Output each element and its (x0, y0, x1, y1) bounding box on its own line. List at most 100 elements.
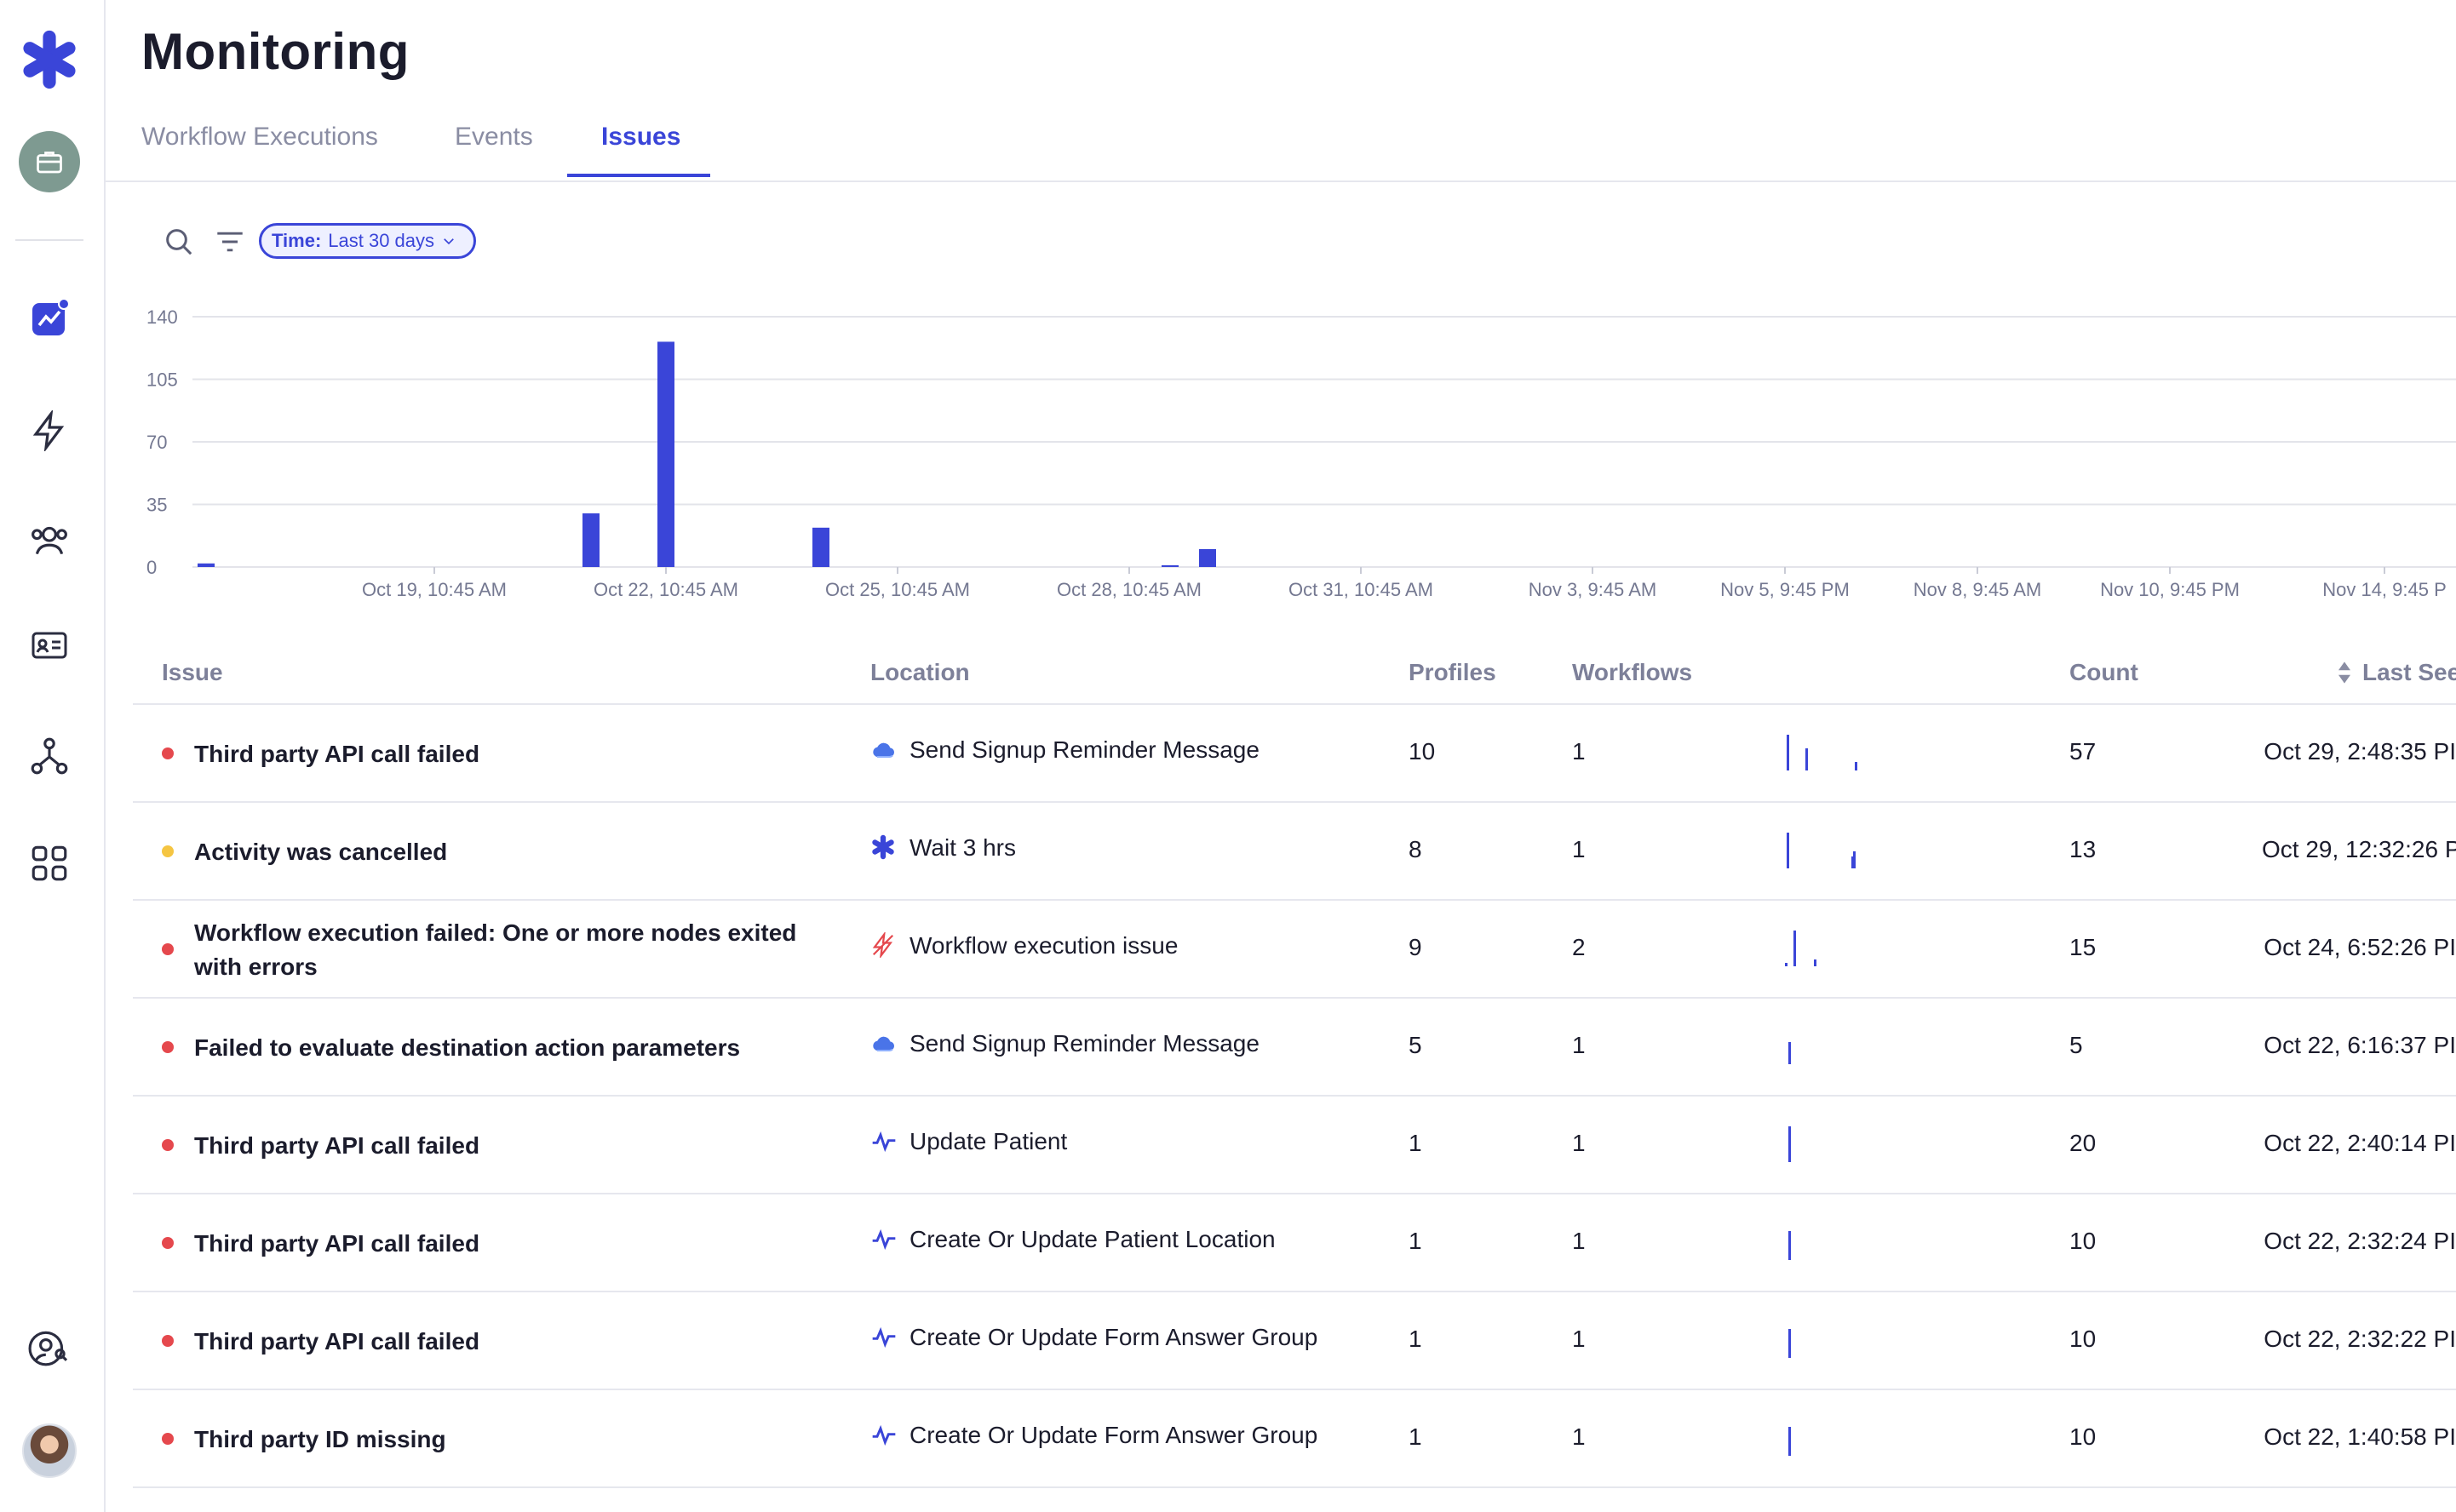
pulse-icon (870, 1422, 898, 1449)
last-seen-time: Oct 22, 1:40:58 PI (2264, 1423, 2456, 1450)
location-label: Wait 3 hrs (910, 834, 1016, 861)
issue-location[interactable]: Update Patient (870, 1128, 1067, 1155)
table-row[interactable]: Workflow execution failed: One or more n… (133, 901, 2456, 999)
workflows-count: 1 (1572, 1423, 1586, 1450)
sparkline-bar (1785, 963, 1787, 966)
chart-bar[interactable] (657, 341, 674, 567)
sparkline (1788, 1231, 1791, 1260)
chart-bar[interactable] (1199, 549, 1216, 567)
issue-count: 57 (2069, 738, 2097, 765)
issue-name[interactable]: Third party API call failed (194, 1230, 480, 1257)
lightning-icon[interactable] (19, 400, 80, 461)
issue-name[interactable]: Failed to evaluate destination action pa… (194, 1034, 741, 1061)
issue-name[interactable]: Activity was cancelled (194, 839, 448, 865)
issue-name[interactable]: Third party API call failed (194, 1132, 480, 1159)
issue-location[interactable]: Create Or Update Patient Location (870, 1226, 1276, 1253)
issue-location[interactable]: Send Signup Reminder Message (870, 736, 1260, 764)
last-seen-time: Oct 22, 6:16:37 PI (2264, 1032, 2456, 1058)
location-label: Workflow execution issue (910, 932, 1179, 959)
time-filter-chip[interactable]: Time: Last 30 days (259, 223, 477, 259)
profiles-count: 1 (1409, 1130, 1422, 1156)
issue-location[interactable]: Workflow execution issue (870, 931, 1179, 959)
filter-icon[interactable] (213, 226, 247, 257)
broken-lightning-icon (870, 931, 898, 959)
asterisk-icon (870, 834, 898, 862)
workflows-count: 1 (1572, 1326, 1586, 1352)
active-tab-indicator (567, 174, 710, 177)
issue-location[interactable]: Send Signup Reminder Message (870, 1030, 1260, 1057)
table-row[interactable]: Failed to evaluate destination action pa… (133, 999, 2456, 1097)
chevron-down-icon (444, 238, 454, 245)
sparkline-bar (1788, 1329, 1791, 1358)
table-header: Issue Location Profiles Workflows Count … (133, 647, 2456, 705)
issues-bar-chart: 0 35 70 105 140 Oct 19, 10:45 AM Oct 22, 10:45… (128, 298, 2456, 604)
severity-dot (162, 1433, 174, 1445)
column-header-issue[interactable]: Issue (162, 659, 223, 685)
last-seen-label: Last See (2362, 659, 2456, 685)
tab-events[interactable]: Events (455, 123, 533, 151)
chart-bar[interactable] (812, 527, 829, 567)
chart-svg: 0 35 70 105 140 Oct 19, 10:45 AM Oct 22, 10:45… (146, 306, 2456, 600)
tab-issues[interactable]: Issues (601, 123, 681, 151)
issue-name[interactable]: Third party API call failed (194, 741, 480, 767)
user-search-icon[interactable] (19, 1318, 80, 1379)
contact-card-icon[interactable] (19, 615, 80, 676)
users-group-icon[interactable] (19, 509, 80, 570)
table-row[interactable]: Third party API call failed Create Or Upd… (133, 1292, 2456, 1390)
last-seen-time: Oct 29, 2:48:35 PI (2264, 738, 2456, 765)
issue-name[interactable]: Third party API call failed (194, 1328, 480, 1354)
user-avatar[interactable] (19, 1420, 80, 1481)
severity-dot (162, 1237, 174, 1249)
issue-location[interactable]: Create Or Update Form Answer Group (870, 1422, 1317, 1449)
table-row[interactable]: Third party API call failed Update Patien… (133, 1097, 2456, 1194)
apps-grid-icon[interactable] (19, 833, 80, 894)
time-filter-value: Last 30 days (328, 230, 435, 251)
sparkline-bar (1855, 762, 1857, 770)
last-seen-time: Oct 24, 6:52:26 PI (2264, 934, 2456, 960)
issue-count: 15 (2069, 934, 2097, 960)
nodes-graph-icon[interactable] (19, 725, 80, 787)
table-row[interactable]: Third party API call failed Send Signup R… (133, 705, 2456, 803)
x-tick-label: Nov 3, 9:45 AM (1529, 579, 1656, 600)
workflows-count: 1 (1572, 738, 1586, 765)
sidebar (0, 0, 106, 1512)
column-header-count[interactable]: Count (2069, 659, 2138, 685)
last-seen-time: Oct 22, 2:32:22 PI (2264, 1326, 2456, 1352)
table-row[interactable]: Activity was cancelled Wait 3 hrs 8 1 13 Oct … (133, 803, 2456, 901)
column-header-profiles[interactable]: Profiles (1409, 659, 1496, 685)
cloud-icon (870, 736, 898, 764)
chart-bar[interactable] (582, 513, 600, 567)
profiles-count: 5 (1409, 1032, 1422, 1058)
search-icon[interactable] (162, 225, 196, 259)
issue-count: 13 (2069, 836, 2097, 862)
profiles-count: 1 (1409, 1228, 1422, 1254)
sparkline-bar (1788, 1427, 1791, 1456)
issue-count: 5 (2069, 1032, 2083, 1058)
x-tick-label: Oct 19, 10:45 AM (362, 579, 507, 600)
last-seen-time: Oct 22, 2:32:24 PI (2264, 1228, 2456, 1254)
sparkline-bar (1851, 856, 1854, 868)
workflows-count: 1 (1572, 1032, 1586, 1058)
table-row[interactable]: Third party ID missing Create Or Update F… (133, 1390, 2456, 1488)
briefcase-icon[interactable] (19, 131, 80, 192)
severity-dot (162, 943, 174, 955)
column-header-last-seen[interactable]: Last See (2337, 659, 2456, 686)
pulse-icon (870, 1226, 898, 1253)
sort-icon[interactable] (2337, 661, 2352, 684)
column-header-location[interactable]: Location (870, 659, 970, 685)
asterisk-logo-icon[interactable] (19, 29, 80, 90)
chart-bar[interactable] (1162, 564, 1179, 567)
chart-bar[interactable] (198, 563, 215, 567)
sparkline-bar (1788, 1126, 1791, 1162)
tab-workflow-executions[interactable]: Workflow Executions (141, 123, 378, 151)
profiles-count: 10 (1409, 738, 1436, 765)
issue-name[interactable]: Third party ID missing (194, 1426, 446, 1452)
issue-location[interactable]: Create Or Update Form Answer Group (870, 1324, 1317, 1351)
monitoring-chart-icon[interactable] (19, 288, 80, 349)
location-label: Update Patient (910, 1128, 1068, 1154)
table-row[interactable]: Third party API call failed Create Or Upd… (133, 1194, 2456, 1292)
issue-location[interactable]: Wait 3 hrs (870, 834, 1016, 862)
column-header-workflows[interactable]: Workflows (1572, 659, 1693, 685)
issue-name[interactable]: Workflow execution failed: One or more n… (194, 919, 797, 980)
x-tick-label: Nov 10, 9:45 PM (2100, 579, 2240, 600)
